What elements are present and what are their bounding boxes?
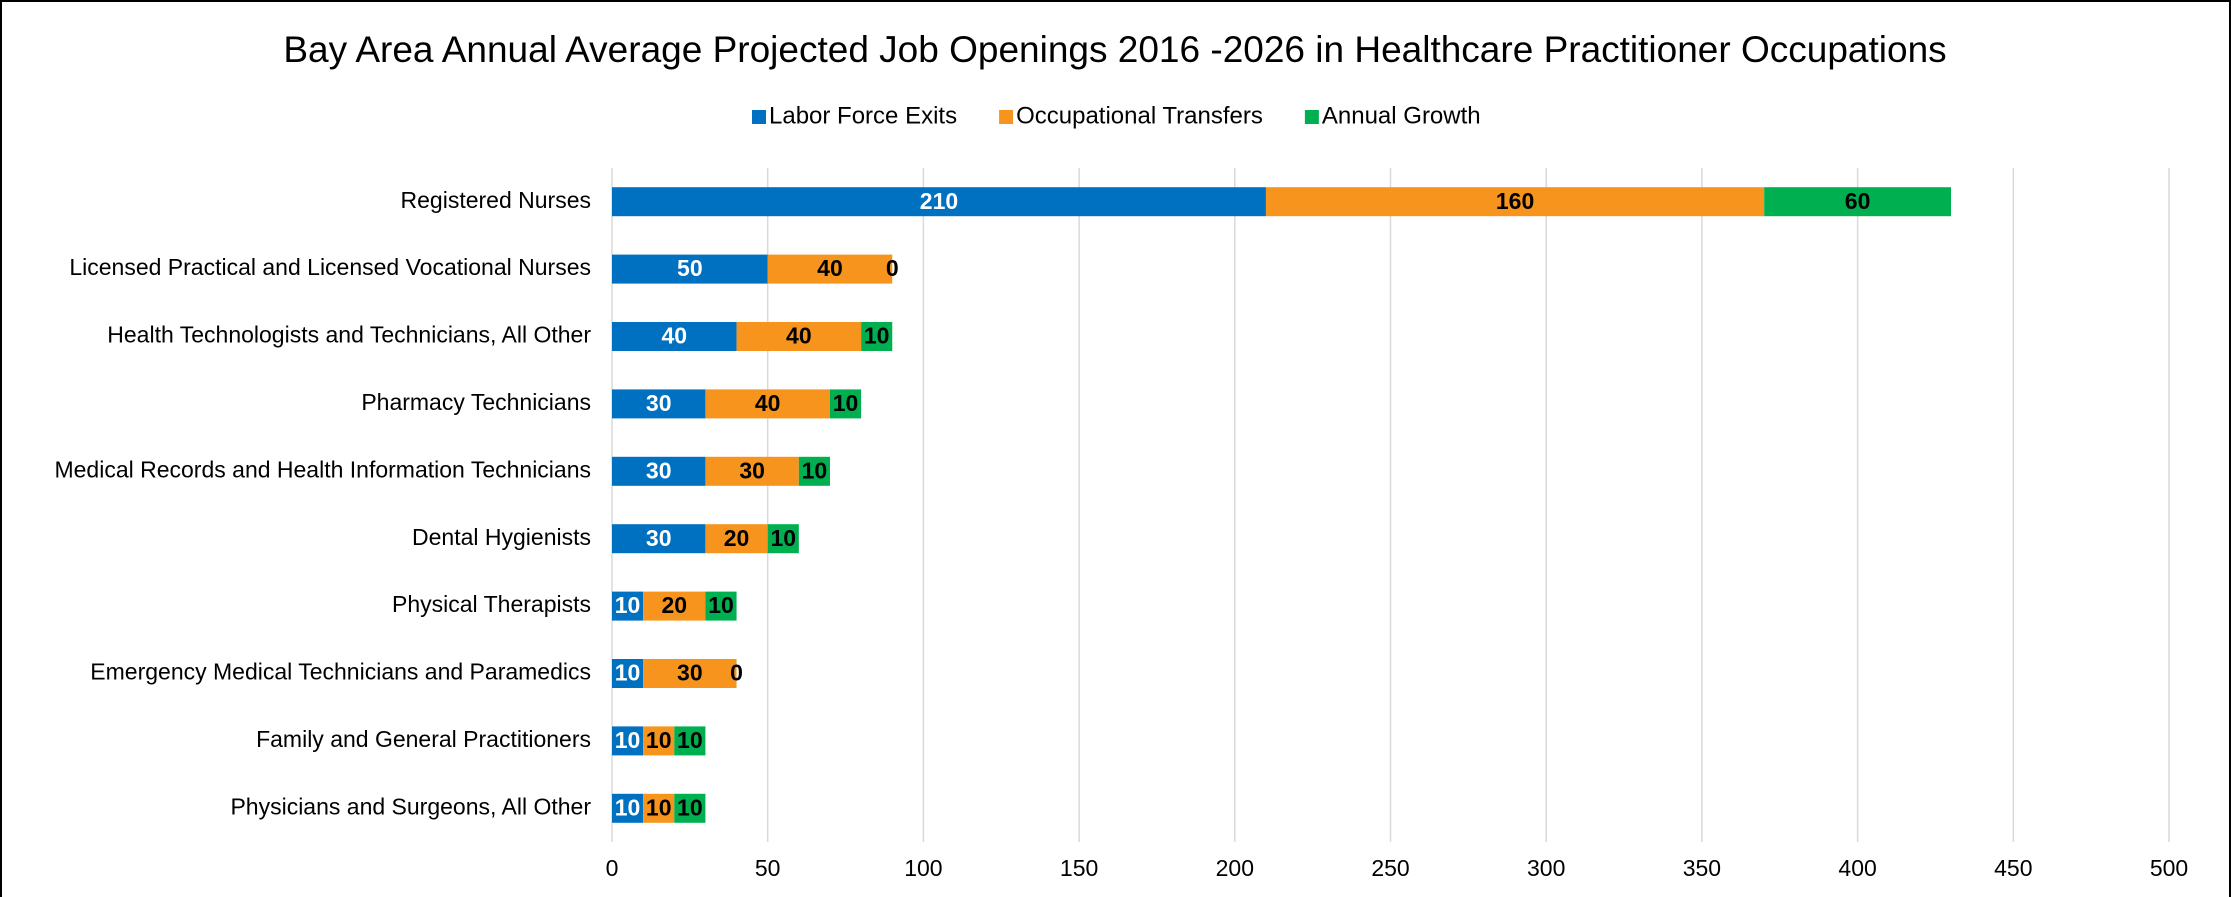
bar-segment <box>612 322 737 351</box>
bar-segment <box>767 524 799 554</box>
bar-segment <box>705 524 768 554</box>
bar-segment <box>612 456 706 486</box>
x-tick-label: 350 <box>1683 855 1721 881</box>
y-tick-label: Licensed Practical and Licensed Vocation… <box>69 254 591 280</box>
bar-segment <box>829 389 862 419</box>
bar-segment <box>643 659 737 688</box>
data-label: 10 <box>833 390 859 416</box>
x-tick-label: 0 <box>606 855 619 881</box>
bar-segment <box>1764 187 1952 217</box>
y-tick-label: Health Technologists and Technicians, Al… <box>107 322 591 348</box>
x-tick-label: 150 <box>1060 855 1098 881</box>
y-tick-label: Physicians and Surgeons, All Other <box>230 793 591 819</box>
x-tick-label: 200 <box>1216 855 1254 881</box>
data-label: 20 <box>724 525 750 551</box>
data-label: 10 <box>770 525 796 551</box>
x-tick-label: 500 <box>2150 855 2188 881</box>
data-label: 30 <box>677 660 703 686</box>
bar-segment <box>798 456 830 486</box>
x-tick-label: 100 <box>904 855 942 881</box>
data-label: 10 <box>802 457 828 483</box>
y-tick-label: Pharmacy Technicians <box>361 389 591 415</box>
x-tick-label: 400 <box>1838 855 1876 881</box>
bar-segment <box>612 659 644 688</box>
data-label: 0 <box>730 660 743 686</box>
data-label: 10 <box>646 794 672 820</box>
bar-segment <box>767 254 893 284</box>
legend-swatch <box>752 110 766 124</box>
bar-segment <box>1265 187 1765 217</box>
bar-segment <box>643 793 675 823</box>
bar-segment <box>612 254 768 284</box>
data-label: 50 <box>677 255 703 281</box>
data-label: 30 <box>646 525 672 551</box>
x-tick-label: 300 <box>1527 855 1565 881</box>
y-tick-label: Registered Nurses <box>401 187 591 213</box>
data-label: 40 <box>755 390 781 416</box>
data-label: 60 <box>1845 188 1871 214</box>
bar-segment <box>736 322 862 351</box>
data-label: 10 <box>864 323 890 349</box>
bar-segment <box>612 187 1266 217</box>
bar-segment <box>643 591 706 621</box>
bar-segment <box>674 726 706 756</box>
data-label: 160 <box>1496 188 1534 214</box>
legend-label: Occupational Transfers <box>1016 102 1263 129</box>
bar-segment <box>643 726 675 756</box>
y-tick-label: Emergency Medical Technicians and Parame… <box>90 659 591 685</box>
bar-segment <box>674 793 706 823</box>
data-label: 40 <box>786 323 812 349</box>
data-label: 40 <box>817 255 843 281</box>
bar-segment <box>612 793 644 823</box>
data-label: 10 <box>646 727 672 753</box>
bar-segment <box>612 591 644 621</box>
y-tick-label: Dental Hygienists <box>412 524 591 550</box>
data-label: 40 <box>661 323 687 349</box>
chart-title: Bay Area Annual Average Projected Job Op… <box>283 29 1946 70</box>
data-label: 30 <box>646 390 672 416</box>
legend-label: Annual Growth <box>1322 102 1481 129</box>
y-tick-label: Medical Records and Health Information T… <box>54 456 591 482</box>
data-label: 10 <box>677 727 703 753</box>
data-label: 30 <box>646 457 672 483</box>
data-label: 10 <box>615 794 641 820</box>
bar-segment <box>861 322 893 351</box>
legend-swatch <box>1304 110 1319 124</box>
data-label: 10 <box>615 727 641 753</box>
data-label: 10 <box>615 592 641 618</box>
data-label: 10 <box>615 660 641 686</box>
data-label: 30 <box>739 457 765 483</box>
legend-label: Labor Force Exits <box>769 102 957 129</box>
data-label: 10 <box>708 592 734 618</box>
data-label: 210 <box>920 188 958 214</box>
data-label: 20 <box>661 592 687 618</box>
x-tick-label: 250 <box>1371 855 1409 881</box>
legend: Labor Force Exits Occupational Transfers A… <box>752 102 1481 129</box>
data-label: 10 <box>677 794 703 820</box>
legend-swatch <box>999 110 1014 124</box>
bar-segment <box>705 456 799 486</box>
bar-segment <box>612 726 644 756</box>
y-tick-label: Family and General Practitioners <box>256 726 591 752</box>
x-tick-label: 450 <box>1994 855 2032 881</box>
x-tick-label: 50 <box>755 855 781 881</box>
bar-segment <box>705 389 830 419</box>
bar-segment <box>612 389 706 419</box>
data-label: 0 <box>886 255 899 281</box>
bar-segment <box>612 524 706 554</box>
bar-segment <box>705 591 737 621</box>
y-tick-label: Physical Therapists <box>392 591 591 617</box>
